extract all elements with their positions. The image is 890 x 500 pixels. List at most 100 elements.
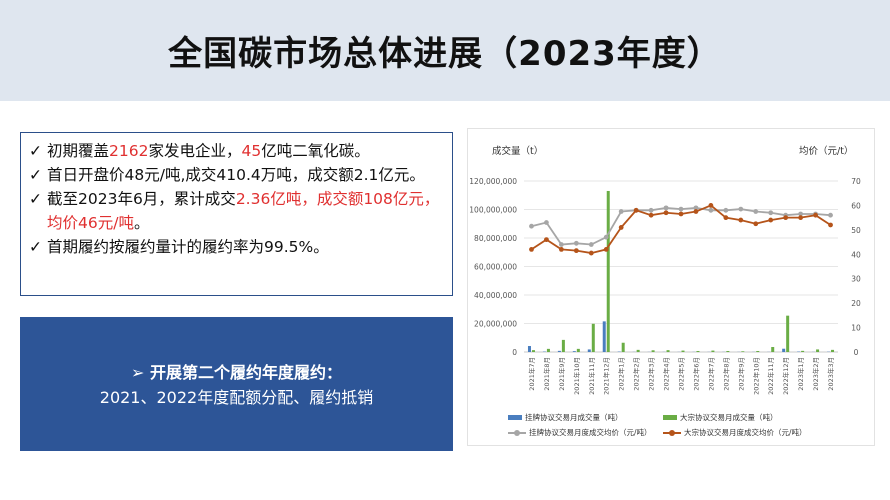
page-title: 全国碳市场总体进展（2023年度） [168,34,722,74]
x-tick-label: 2021年11月 [587,357,596,395]
price-point [648,212,654,218]
left-tick-label: 60,000,000 [474,263,517,272]
bullet-item: ✓ 截至2023年6月，累计成交2.36亿吨，成交额108亿元，均价46元/吨。 [29,187,444,235]
check-icon: ✓ [29,190,42,208]
price-point [753,221,759,227]
bar-bulk [591,323,595,352]
x-tick-label: 2023年2月 [811,357,820,391]
price-point [678,211,684,217]
info-box: ➢ 开展第二个履约年度履约： 2021、2022年度配额分配、履约抵销 [20,317,453,451]
x-tick-label: 2022年7月 [706,357,715,391]
left-tick-label: 0 [512,348,517,357]
legend-line-swatch [663,429,681,436]
chart-panel: 成交量（t） 均价（元/t） 0 20,000,000 40,000,000 60,0… [467,128,875,446]
right-tick-label: 40 [851,250,861,259]
bar-listed [782,348,786,352]
price-point [529,247,534,252]
x-tick-label: 2023年3月 [826,357,835,391]
legend-marker-icon [669,429,675,436]
x-tick-label: 2021年12月 [602,357,611,395]
bullet-text: 初期覆盖2162家发电企业，45亿吨二氧化碳。 [47,139,444,163]
x-tick-label: 2021年8月 [542,357,551,391]
bar-bulk [576,348,580,352]
price-point [573,240,579,246]
bullet-text-part: 首期履约按履约量计的履约率为99.5%。 [47,238,329,256]
price-point [558,242,564,247]
price-point [798,215,804,221]
x-tick-label: 2022年8月 [721,357,730,391]
bar-bulk [666,350,670,352]
bullet-text-part: 家发电企业， [148,142,242,160]
right-tick-label: 70 [851,177,861,186]
price-point [558,247,564,252]
x-tick-label: 2023年1月 [796,357,805,391]
price-point [693,209,699,214]
header-band [0,0,890,101]
price-point [678,206,684,212]
bar-listed [602,321,606,352]
price-point [588,250,594,256]
bar-bulk [546,348,550,352]
left-tick-label: 80,000,000 [474,234,517,243]
bullet-text-part: 首日开盘价48元/吨,成交410.4万吨，成交额2.1亿元。 [47,166,425,184]
right-tick-label: 50 [851,226,861,235]
bullet-item: ✓ 初期覆盖2162家发电企业，45亿吨二氧化碳。 [29,139,444,163]
price-point [663,210,669,216]
x-tick-label: 2022年5月 [677,357,686,391]
price-point [768,210,774,216]
legend-bar-swatch [508,415,522,420]
price-point [738,217,744,223]
legend-label: 大宗协议交易月成交量（吨） [680,413,778,422]
bar-bulk [756,351,760,352]
bar-listed [557,350,561,352]
highlight-text: 45 [241,142,262,160]
bullet-text-part: 亿吨二氧化碳。 [261,142,370,160]
right-tick-label: 0 [854,348,859,357]
x-tick-label: 2021年9月 [557,357,566,391]
x-tick-label: 2022年3月 [647,357,656,391]
bullet-list: ✓ 初期覆盖2162家发电企业，45亿吨二氧化碳。 ✓ 首日开盘价48元/吨,成交41… [20,132,453,296]
price-point [603,247,609,252]
bar-bulk [681,350,685,352]
price-point [544,237,549,243]
bar-bulk [531,350,535,352]
x-tick-label: 2021年10月 [572,357,581,395]
legend-line-swatch [508,429,526,436]
bar-bulk [786,315,790,352]
bar-bulk [561,339,565,352]
right-tick-label: 20 [851,299,861,308]
info-box-text: 2021、2022年度配额分配、履约抵销 [99,388,374,407]
x-tick-label: 2022年10月 [751,357,760,395]
bullet-text-part: 截至2023年6月，累计成交 [47,190,236,208]
bullet-text-part: 。 [133,214,150,232]
price-point [588,242,594,247]
left-tick-label: 40,000,000 [474,291,517,300]
x-tick-label: 2022年12月 [781,357,790,395]
price-point [783,215,789,221]
price-point [768,217,774,223]
price-point [633,207,639,213]
left-tick-label: 20,000,000 [474,320,517,329]
price-point [813,212,818,218]
price-point [618,225,624,230]
bar-bulk [636,349,640,352]
right-tick-label: 60 [851,201,861,210]
check-icon: ✓ [29,142,42,160]
legend-label: 挂牌协议交易月成交量（吨） [525,413,623,422]
bar-listed [587,349,591,352]
x-tick-label: 2022年11月 [766,357,775,395]
left-axis-title: 成交量（t） [492,146,544,157]
price-point [723,215,729,221]
bar-bulk [741,351,745,352]
legend-item: 大宗协议交易月度成交均价（元/吨） [663,427,807,438]
legend-marker-icon [514,429,520,436]
price-point [828,222,833,228]
right-axis-title: 均价（元/t） [799,146,854,157]
check-icon: ✓ [29,166,42,184]
x-tick-label: 2022年2月 [632,357,641,391]
bar-listed [572,351,576,352]
left-tick-label: 120,000,000 [469,177,517,186]
bullet-text: 首日开盘价48元/吨,成交410.4万吨，成交额2.1亿元。 [47,163,444,187]
x-tick-label: 2021年7月 [527,357,536,391]
info-box-heading: ➢ 开展第二个履约年度履约： [131,363,342,382]
